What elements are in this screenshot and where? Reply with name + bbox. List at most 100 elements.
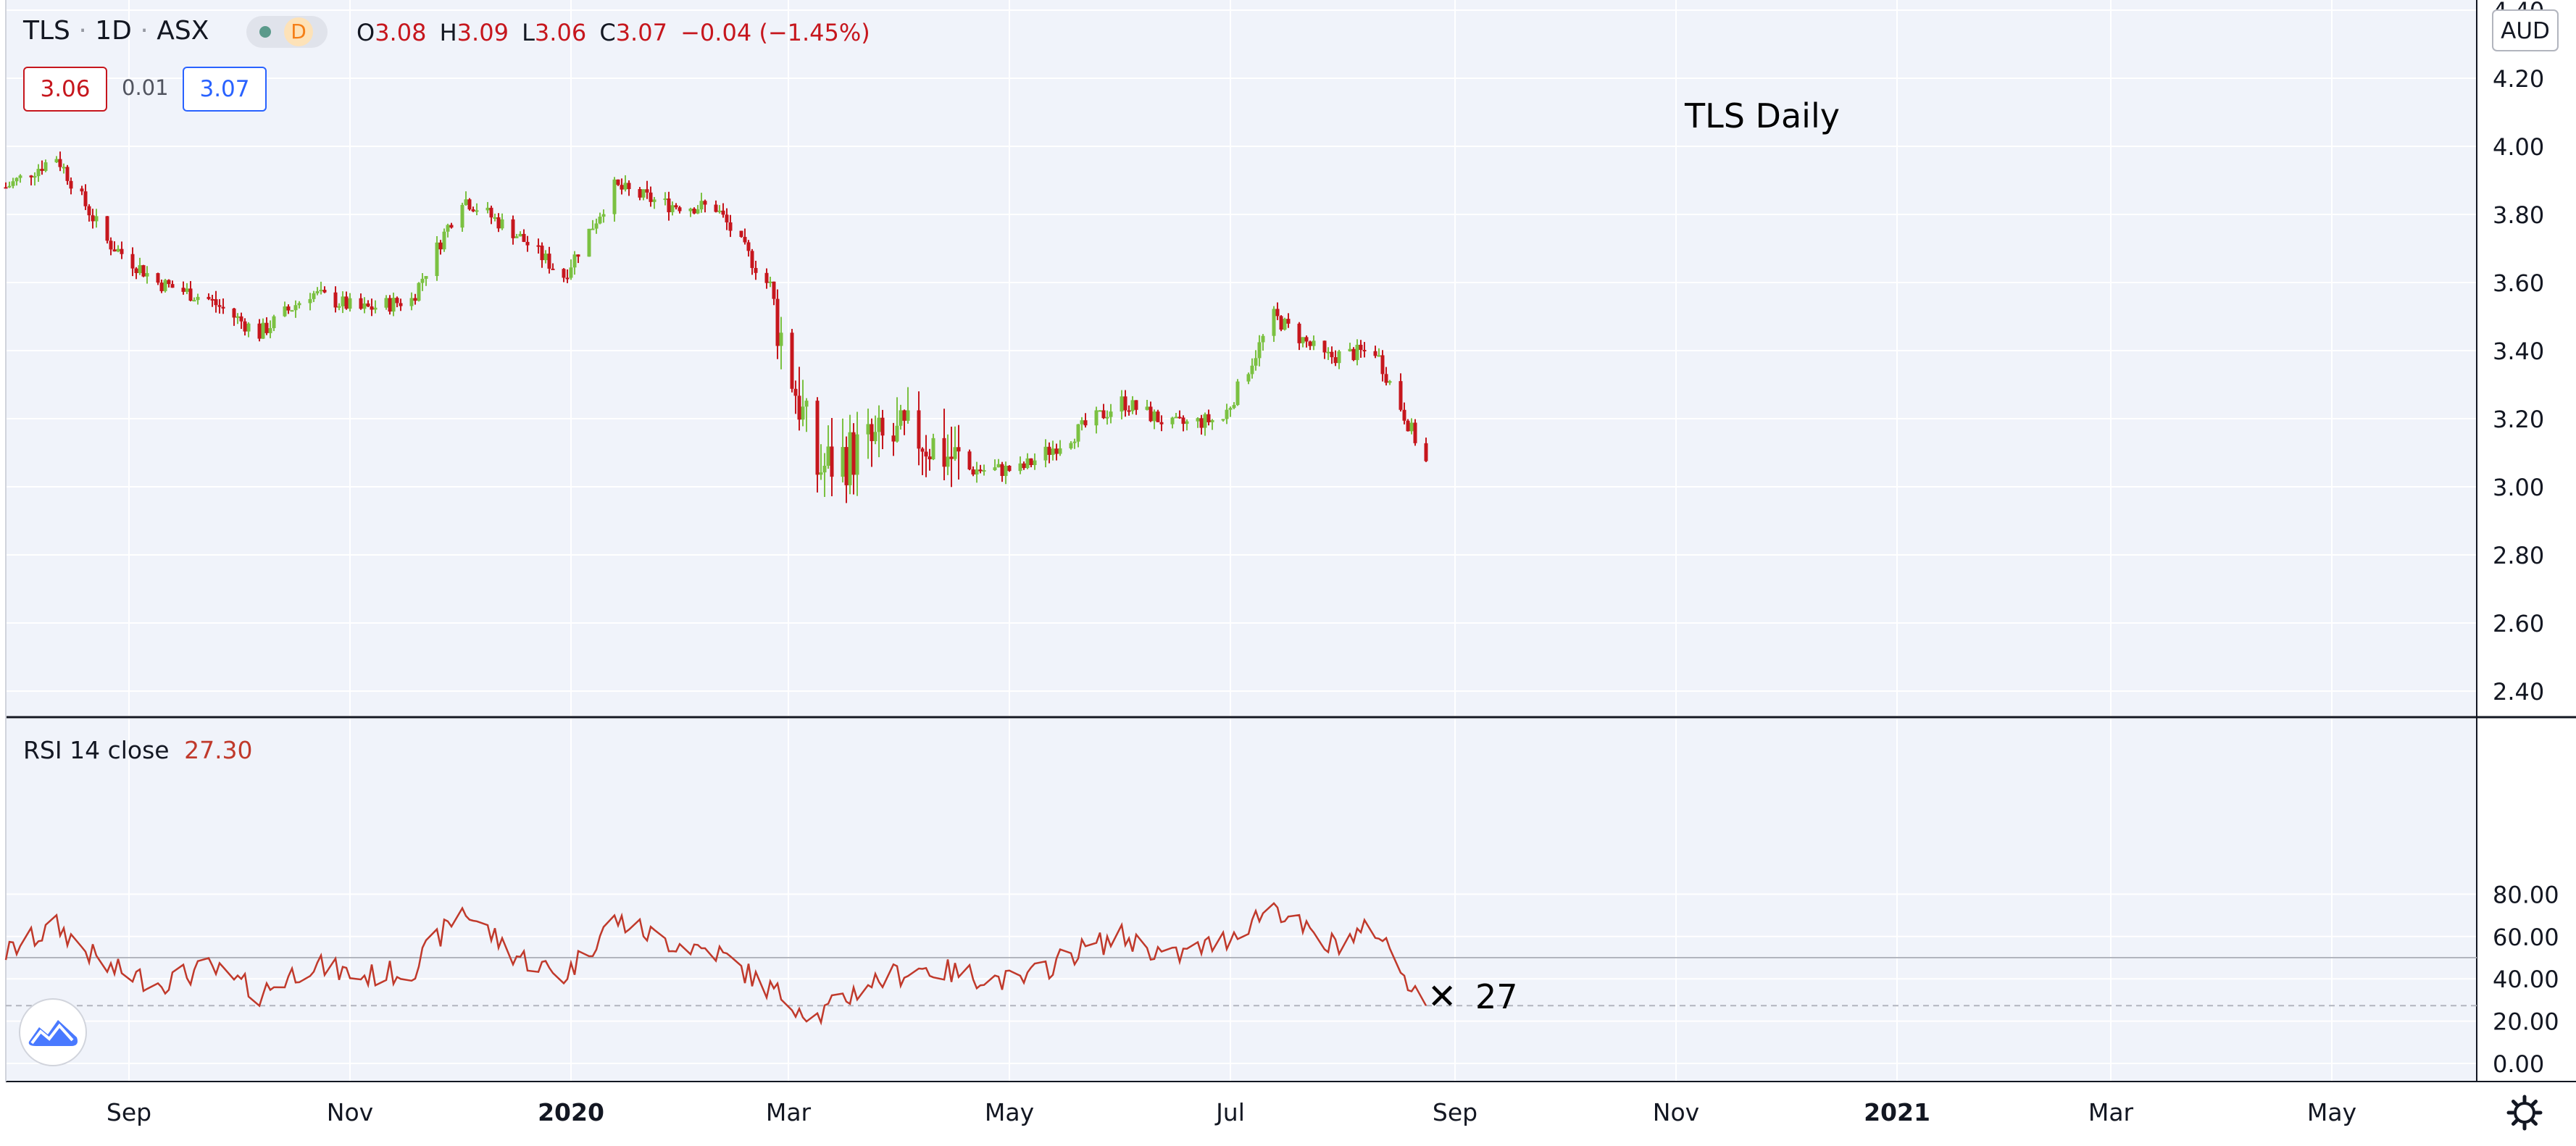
close-label: C	[599, 19, 616, 46]
currency-box[interactable]	[2492, 9, 2559, 51]
candle-body	[217, 305, 222, 307]
time-tick-label: May	[2307, 1098, 2356, 1126]
candle-body	[362, 303, 367, 309]
change-value: −0.04 (−1.45%)	[680, 19, 870, 46]
candle-body	[714, 204, 718, 212]
symbol-legend[interactable]: TLS · 1D · ASX	[23, 16, 209, 46]
candle-body	[297, 303, 301, 306]
candle-body	[522, 233, 526, 242]
price-tick-label: 2.40	[2493, 678, 2544, 706]
price-axis[interactable]: 2.40 2.60 2.80 3.00 3.20 3.40 3.60 3.80 4.00 4.20…	[2493, 0, 2544, 706]
candle-body	[43, 162, 48, 171]
candle-body	[120, 248, 124, 254]
candle-body	[1145, 406, 1149, 410]
candle-body	[283, 306, 287, 317]
candle-body	[138, 265, 142, 274]
candle-body	[1170, 417, 1175, 424]
candle-body	[319, 290, 323, 292]
rsi-tick-label: 20.00	[2493, 1008, 2559, 1036]
candle-body	[1159, 422, 1164, 424]
ohlc-legend: O3.08 H3.09 L3.06 C3.07 −0.04 (−1.45%)	[357, 19, 870, 46]
close-value: 3.07	[615, 19, 667, 46]
candle-body	[917, 410, 921, 449]
candle-body	[739, 230, 743, 238]
candle-body	[83, 191, 88, 206]
candle-body	[1402, 409, 1406, 421]
price-tick-label: 3.20	[2493, 406, 2544, 433]
candle-body	[616, 179, 620, 185]
candle-body	[1221, 419, 1225, 421]
delayed-badge-label: D	[291, 20, 307, 43]
candle-body	[924, 451, 928, 457]
candle-body	[496, 217, 501, 229]
rsi-pane[interactable]	[6, 719, 2477, 1081]
candle-body	[1304, 337, 1309, 342]
candle-body	[435, 242, 439, 277]
annotation-cross-icon[interactable]: ✕	[1427, 976, 1456, 1017]
bid-price-badge[interactable]: 3.06	[23, 67, 107, 112]
rsi-legend[interactable]: RSI 14 close 27.30	[23, 736, 253, 764]
price-tick-label: 4.20	[2493, 65, 2544, 93]
rsi-line	[4, 902, 1427, 1026]
market-status-pill[interactable]: D	[246, 16, 328, 48]
candle-body	[790, 332, 794, 389]
candle-body	[772, 281, 776, 299]
candle-body	[467, 199, 472, 210]
candle-body	[1232, 405, 1236, 409]
candle-body	[192, 300, 196, 302]
candle-body	[399, 303, 403, 306]
time-tick-label: Jul	[1214, 1098, 1245, 1126]
candle-body	[58, 159, 62, 167]
candle-body	[688, 209, 693, 212]
candle-body	[870, 424, 874, 441]
candle-body	[518, 233, 522, 237]
candle-body	[801, 406, 805, 420]
candle-body	[1022, 463, 1026, 469]
ask-price-badge[interactable]: 3.07	[183, 67, 267, 112]
rsi-axis[interactable]: 0.00 20.00 40.00 60.00 80.00	[2493, 881, 2559, 1078]
candle-body	[196, 296, 200, 301]
candle-body	[591, 228, 595, 230]
candle-body	[130, 254, 135, 269]
candle-body	[1359, 344, 1363, 351]
high-value: 3.09	[457, 19, 509, 46]
high-label: H	[439, 19, 457, 46]
time-tick-label: Sep	[107, 1098, 151, 1126]
rsi-name[interactable]: RSI 14 close	[23, 736, 170, 764]
tradingview-logo-button[interactable]	[19, 998, 87, 1066]
candle-body	[721, 210, 725, 215]
candle-body	[446, 225, 450, 232]
candle-body	[1058, 448, 1062, 454]
dot-separator: ·	[140, 16, 157, 46]
candle-body	[815, 401, 820, 475]
candle-body	[141, 265, 146, 277]
interval-label[interactable]: 1D	[95, 16, 132, 46]
candle-body	[33, 176, 37, 178]
settings-gear-icon[interactable]	[2506, 1095, 2543, 1131]
candle-body	[290, 310, 294, 312]
candle-body	[181, 288, 186, 292]
candle-body	[576, 254, 580, 257]
annotation-label[interactable]: 27	[1475, 977, 1518, 1016]
exchange-label: ASX	[157, 16, 209, 46]
candle-body	[1250, 365, 1254, 375]
candle-body	[1051, 448, 1055, 455]
candle-body	[268, 327, 272, 333]
candle-body	[612, 179, 617, 214]
candle-body	[1235, 381, 1240, 406]
candle-body	[1409, 422, 1414, 432]
candle-body	[1185, 421, 1189, 424]
price-tick-label: 3.00	[2493, 474, 2544, 501]
candle-body	[971, 469, 975, 475]
candle-body	[819, 472, 823, 475]
currency-label: AUD	[2501, 18, 2550, 44]
symbol-name[interactable]: TLS	[23, 16, 70, 46]
low-label: L	[522, 19, 535, 46]
candle-body	[953, 447, 957, 459]
time-axis[interactable]: Sep Nov 2020 Mar May Jul Sep Nov 2021 Mar May	[107, 1098, 2356, 1126]
candle-body	[804, 401, 809, 407]
price-pane[interactable]	[6, 0, 2477, 716]
candle-body	[424, 276, 428, 279]
candle-body	[641, 189, 646, 198]
